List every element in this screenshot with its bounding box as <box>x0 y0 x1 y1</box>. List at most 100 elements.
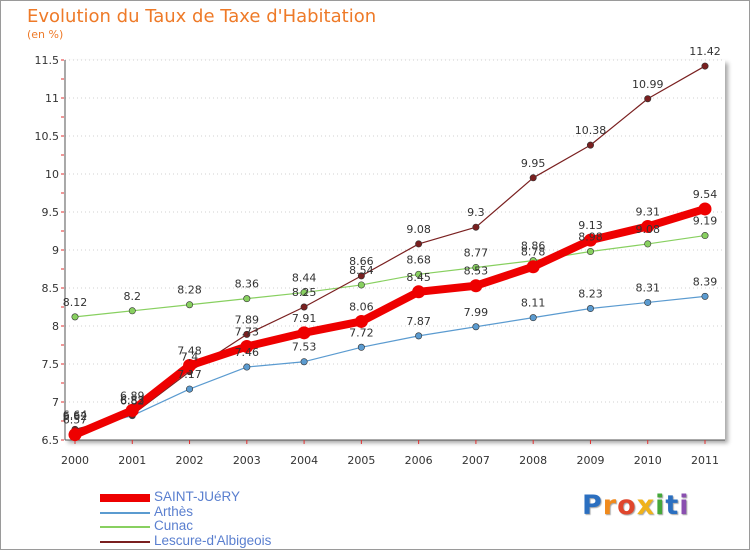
data-label: 8.06 <box>349 300 374 313</box>
data-point <box>586 141 594 149</box>
data-label: 8.98 <box>578 231 603 244</box>
data-point <box>529 314 537 322</box>
data-label: 7.53 <box>292 341 317 354</box>
data-point <box>472 323 480 331</box>
data-point <box>586 305 594 313</box>
data-label: 7.17 <box>177 368 202 381</box>
data-label: 10.99 <box>632 78 664 91</box>
data-label: 9.3 <box>467 206 485 219</box>
data-label: 8.53 <box>464 265 489 278</box>
logo-letter: o <box>617 490 637 521</box>
data-label: 6.57 <box>63 414 88 427</box>
data-point <box>472 263 480 271</box>
series-line <box>74 65 706 430</box>
data-point <box>186 385 194 393</box>
data-point <box>243 295 251 303</box>
data-point <box>240 340 254 354</box>
data-point <box>701 62 709 70</box>
data-point <box>526 260 540 274</box>
data-point <box>644 240 652 248</box>
series-line <box>71 204 709 439</box>
x-tick-label: 2009 <box>576 454 604 467</box>
data-label: 6.83 <box>120 394 145 407</box>
y-tick-label: 9 <box>52 244 59 257</box>
data-label: 7.89 <box>235 313 260 326</box>
x-tick-label: 2002 <box>176 454 204 467</box>
legend-label: Cunac <box>154 518 194 533</box>
data-point <box>701 292 709 300</box>
data-point <box>300 289 308 297</box>
data-label: 6.62 <box>63 410 88 423</box>
series-line <box>74 234 706 318</box>
data-point <box>644 95 652 103</box>
data-point <box>357 272 365 280</box>
data-point <box>71 313 79 321</box>
data-label: 6.64 <box>63 408 88 421</box>
data-label: 6.89 <box>120 389 145 402</box>
proxiti-logo: Proxiti <box>582 490 690 521</box>
y-tick-label: 11 <box>45 92 59 105</box>
data-point <box>297 326 311 340</box>
data-point <box>300 358 308 366</box>
y-tick-label: 10.5 <box>35 130 60 143</box>
x-tick-label: 2011 <box>691 454 719 467</box>
data-label: 7.46 <box>235 346 260 359</box>
data-label: 8.25 <box>292 286 317 299</box>
data-label: 8.28 <box>177 284 202 297</box>
data-point <box>354 314 368 328</box>
data-label: 8.86 <box>521 240 546 253</box>
y-tick-label: 8.5 <box>42 282 60 295</box>
data-label: 9.19 <box>693 215 718 228</box>
logo-letter: P <box>582 490 603 521</box>
data-label: 8.44 <box>292 272 317 285</box>
data-label: 7.73 <box>235 326 260 339</box>
data-label: 8.45 <box>406 271 431 284</box>
y-tick-label: 6.5 <box>42 434 60 447</box>
y-tick-label: 9.5 <box>42 206 60 219</box>
legend-label: Lescure-d'Albigeois <box>154 533 272 548</box>
data-point <box>415 270 423 278</box>
data-label: 8.36 <box>235 278 260 291</box>
data-point <box>529 174 537 182</box>
data-label: 7.99 <box>464 306 489 319</box>
legend-swatch <box>100 512 150 514</box>
data-point <box>701 232 709 240</box>
data-label: 7.48 <box>177 345 202 358</box>
data-label: 8.2 <box>124 290 142 303</box>
data-point <box>128 307 136 315</box>
data-point <box>125 403 139 417</box>
data-label: 9.31 <box>635 205 660 218</box>
legend-swatch <box>100 494 150 502</box>
data-label: 9.08 <box>635 223 660 236</box>
data-label: 8.78 <box>521 246 546 259</box>
logo-letter: r <box>602 490 618 521</box>
logo-letter: x <box>636 490 656 521</box>
data-label: 9.54 <box>693 188 718 201</box>
legend-swatch <box>100 541 150 543</box>
data-point <box>415 332 423 340</box>
y-tick-label: 7 <box>52 396 59 409</box>
data-point <box>472 223 480 231</box>
data-point <box>186 301 194 309</box>
x-tick-label: 2004 <box>290 454 318 467</box>
data-point <box>583 233 597 247</box>
data-point <box>698 202 712 216</box>
data-point <box>357 281 365 289</box>
data-label: 8.77 <box>464 246 489 259</box>
y-tick-label: 10 <box>45 168 59 181</box>
data-point <box>469 279 483 293</box>
x-tick-label: 2001 <box>118 454 146 467</box>
y-tick-label: 8 <box>52 320 59 333</box>
x-tick-label: 2008 <box>519 454 547 467</box>
x-tick-label: 2000 <box>61 454 89 467</box>
data-label: 8.11 <box>521 297 546 310</box>
data-label: 8.31 <box>635 281 660 294</box>
data-label: 9.95 <box>521 157 546 170</box>
data-point <box>68 428 82 442</box>
data-label: 10.38 <box>575 124 607 137</box>
logo-letter: i <box>679 490 690 521</box>
data-label: 11.42 <box>689 45 721 58</box>
x-tick-label: 2007 <box>462 454 490 467</box>
data-label: 8.12 <box>63 296 88 309</box>
data-label: 8.23 <box>578 288 603 301</box>
